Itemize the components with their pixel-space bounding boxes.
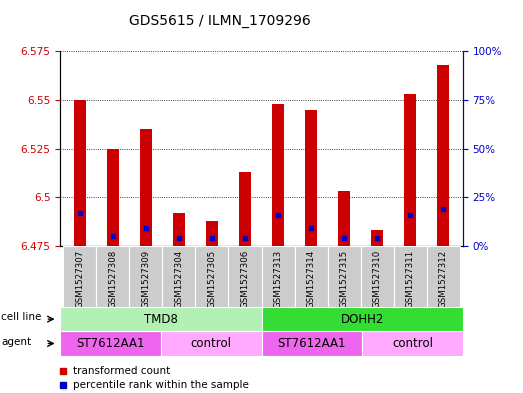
Text: ST7612AA1: ST7612AA1: [278, 337, 346, 350]
Bar: [272, 104, 284, 246]
Text: GSM1527313: GSM1527313: [274, 250, 282, 308]
Point: [175, 235, 183, 241]
Text: GSM1527310: GSM1527310: [372, 250, 382, 308]
Bar: [140, 129, 152, 246]
Point: [340, 235, 348, 241]
Bar: [206, 221, 218, 246]
Point: [208, 235, 216, 241]
Text: control: control: [392, 337, 433, 350]
Point: [373, 235, 381, 241]
Text: ST7612AA1: ST7612AA1: [76, 337, 145, 350]
Bar: [262, 331, 362, 356]
Text: GSM1527304: GSM1527304: [175, 250, 184, 308]
Bar: [327, 246, 360, 307]
Bar: [196, 246, 229, 307]
Bar: [393, 246, 427, 307]
Bar: [161, 331, 262, 356]
Bar: [63, 246, 96, 307]
Text: GSM1527309: GSM1527309: [141, 250, 151, 308]
Bar: [437, 65, 449, 246]
Text: DOHH2: DOHH2: [340, 312, 384, 326]
Bar: [74, 100, 86, 246]
Bar: [96, 246, 130, 307]
Point: [274, 212, 282, 218]
Text: GSM1527308: GSM1527308: [108, 250, 118, 308]
Bar: [371, 230, 383, 246]
Point: [406, 212, 414, 218]
Point: [307, 225, 315, 231]
Text: agent: agent: [1, 336, 31, 347]
Bar: [360, 246, 393, 307]
Point: [109, 233, 117, 239]
Point: [439, 206, 447, 212]
Text: control: control: [191, 337, 232, 350]
Bar: [305, 110, 317, 246]
Bar: [173, 213, 185, 246]
Text: GSM1527305: GSM1527305: [208, 250, 217, 308]
Bar: [262, 246, 294, 307]
Text: percentile rank within the sample: percentile rank within the sample: [73, 380, 249, 390]
Text: GSM1527311: GSM1527311: [405, 250, 415, 308]
Bar: [107, 149, 119, 246]
Text: GSM1527307: GSM1527307: [75, 250, 84, 308]
Bar: [338, 191, 350, 246]
Text: GSM1527314: GSM1527314: [306, 250, 315, 308]
Bar: [163, 246, 196, 307]
Bar: [239, 172, 251, 246]
Point: [241, 235, 249, 241]
Text: GSM1527306: GSM1527306: [241, 250, 249, 308]
Text: cell line: cell line: [1, 312, 41, 322]
Bar: [427, 246, 460, 307]
Text: GSM1527315: GSM1527315: [339, 250, 348, 308]
Bar: [60, 331, 161, 356]
Bar: [404, 94, 416, 246]
Bar: [262, 307, 463, 331]
Point: [142, 225, 150, 231]
Text: GSM1527312: GSM1527312: [439, 250, 448, 308]
Bar: [60, 307, 262, 331]
Text: transformed count: transformed count: [73, 366, 170, 376]
Bar: [294, 246, 327, 307]
Bar: [362, 331, 463, 356]
Text: TMD8: TMD8: [144, 312, 178, 326]
Point: [76, 210, 84, 216]
Bar: [229, 246, 262, 307]
Bar: [130, 246, 163, 307]
Text: GDS5615 / ILMN_1709296: GDS5615 / ILMN_1709296: [129, 14, 311, 28]
